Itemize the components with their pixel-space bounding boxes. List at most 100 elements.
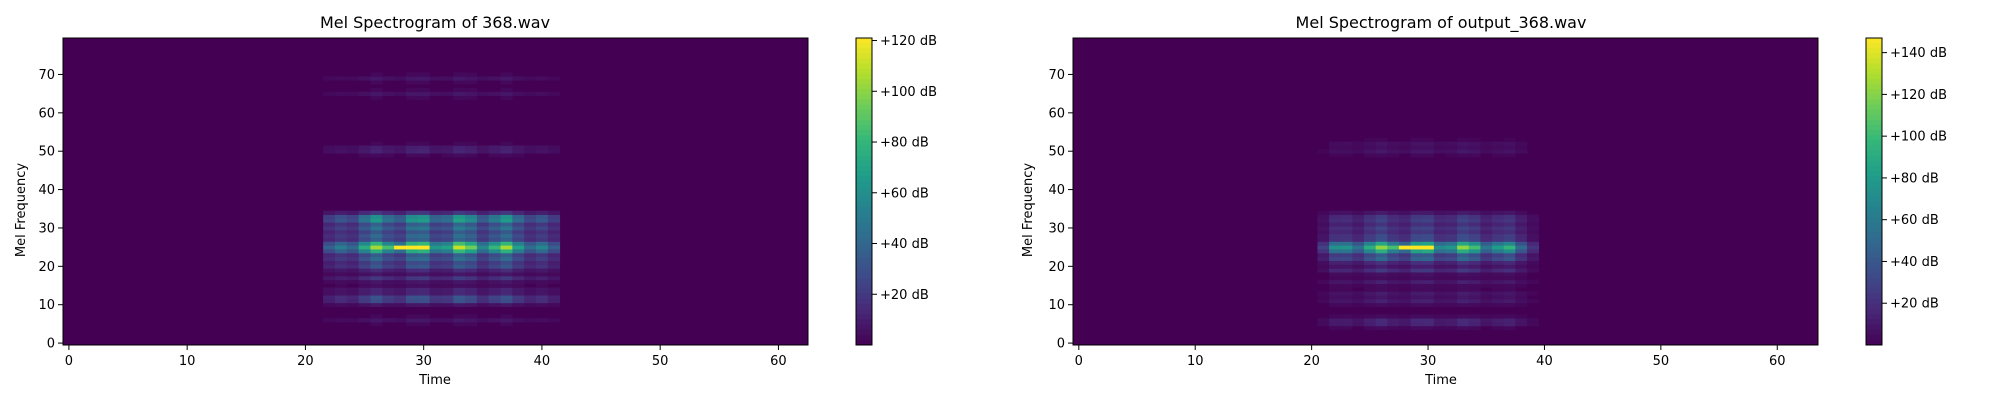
- heatmap-cell: [441, 287, 454, 292]
- colorbar-segment: [856, 314, 872, 320]
- heatmap-cell: [346, 295, 360, 300]
- heatmap-cell: [1526, 298, 1540, 304]
- heatmap-cell: [1317, 291, 1330, 296]
- heatmap-cell: [1468, 241, 1481, 246]
- colorbar-segment: [1866, 181, 1882, 187]
- x-axis-ticks: 0 10 20 30 40 50 60: [65, 345, 787, 369]
- heatmap-cell: [524, 226, 537, 231]
- heatmap-cell: [1526, 279, 1540, 284]
- colorbar-segment: [1866, 237, 1882, 244]
- heatmap-cell: [500, 233, 513, 238]
- heatmap-cell: [441, 260, 454, 265]
- heatmap-cell: [1422, 153, 1435, 158]
- heatmap-cell: [1340, 233, 1353, 238]
- colorbar-tick-label: +100 dB: [1890, 130, 1947, 145]
- colorbar-segment: [1866, 334, 1882, 341]
- heatmap-cell: [1445, 222, 1458, 227]
- heatmap-cell: [323, 218, 336, 223]
- heatmap-cell: [488, 268, 501, 273]
- heatmap-cell: [1468, 256, 1481, 261]
- heatmap-cell: [1515, 321, 1528, 327]
- heatmap-cell: [370, 153, 383, 158]
- heatmap-cell: [1398, 222, 1411, 227]
- heatmap-cell: [488, 283, 501, 288]
- heatmap-cell: [1445, 314, 1458, 319]
- heatmap-cell: [441, 275, 454, 281]
- heatmap-cell: [1352, 149, 1365, 154]
- heatmap-cell: [1480, 145, 1493, 150]
- heatmap-cell: [417, 229, 430, 235]
- heatmap-cell: [370, 218, 383, 223]
- heatmap-cell: [323, 272, 336, 277]
- heatmap-cell: [1503, 256, 1516, 261]
- colorbar-segment: [856, 160, 872, 167]
- heatmap-cell: [1457, 229, 1470, 235]
- heatmap-cell: [1515, 210, 1528, 215]
- heatmap-cell: [465, 95, 478, 100]
- heatmap-cell: [1433, 264, 1446, 269]
- heatmap-cell: [1492, 298, 1505, 304]
- heatmap-cell: [465, 249, 478, 254]
- x-tick-label: 50: [652, 354, 669, 369]
- heatmap-cell: [334, 268, 348, 273]
- heatmap-cell: [1398, 229, 1411, 235]
- heatmap-cell: [1503, 314, 1516, 319]
- heatmap-cell: [1480, 272, 1493, 277]
- heatmap-cell: [1375, 137, 1388, 143]
- heatmap-cell: [1526, 218, 1540, 223]
- heatmap-cell: [429, 149, 442, 154]
- heatmap-cell: [1364, 137, 1377, 143]
- heatmap-cell: [417, 268, 430, 273]
- heatmap-cell: [1410, 226, 1423, 231]
- heatmap-cell: [476, 91, 490, 96]
- heatmap-cell: [1364, 283, 1377, 288]
- heatmap-cell: [476, 229, 490, 235]
- heatmap-cell: [1329, 210, 1342, 215]
- heatmap-cell: [465, 229, 478, 235]
- heatmap-cell: [323, 287, 336, 292]
- heatmap-cell: [1387, 153, 1400, 158]
- heatmap-cell: [500, 76, 513, 81]
- heatmap-cell: [536, 318, 549, 323]
- heatmap-cell: [524, 149, 537, 154]
- heatmap-cell: [1503, 275, 1516, 281]
- heatmap-cell: [1364, 298, 1377, 304]
- heatmap-cell: [1375, 318, 1388, 323]
- heatmap-cell: [1515, 222, 1528, 227]
- heatmap-cell: [441, 283, 454, 288]
- heatmap-cell: [1422, 214, 1435, 219]
- heatmap-cell: [334, 245, 348, 250]
- heatmap-cell: [1457, 226, 1470, 231]
- heatmap-cell: [441, 318, 454, 323]
- heatmap-cell: [1468, 222, 1481, 227]
- heatmap-cell: [1492, 252, 1505, 258]
- heatmap-cell: [346, 241, 360, 246]
- heatmap-cell: [476, 256, 490, 261]
- heatmap-cell: [547, 318, 561, 323]
- colorbar-segment: [856, 329, 872, 336]
- heatmap-cell: [1340, 268, 1353, 273]
- heatmap-cell: [1352, 252, 1365, 258]
- heatmap-cell: [1410, 210, 1423, 215]
- heatmap-cell: [1387, 210, 1400, 215]
- heatmap-cell: [1503, 229, 1516, 235]
- heatmap-cell: [1387, 229, 1400, 235]
- heatmap-cell: [1398, 302, 1411, 308]
- heatmap-cell: [488, 298, 501, 304]
- heatmap-cell: [429, 298, 442, 304]
- heatmap-cell: [453, 268, 466, 273]
- heatmap-cell: [405, 91, 419, 96]
- heatmap-cell: [1329, 291, 1342, 296]
- heatmap-cell: [524, 291, 537, 296]
- heatmap-cell: [358, 222, 371, 227]
- heatmap-cell: [441, 252, 454, 258]
- heatmap-cell: [1492, 264, 1505, 269]
- heatmap-cell: [417, 149, 430, 154]
- heatmap-cell: [1375, 275, 1388, 281]
- colorbar-segment: [856, 43, 872, 49]
- heatmap-cell: [1317, 252, 1330, 258]
- heatmap-cell: [1398, 298, 1411, 304]
- colorbar-segment: [1866, 78, 1882, 85]
- heatmap-cell: [346, 279, 360, 284]
- heatmap-cell: [1492, 272, 1505, 277]
